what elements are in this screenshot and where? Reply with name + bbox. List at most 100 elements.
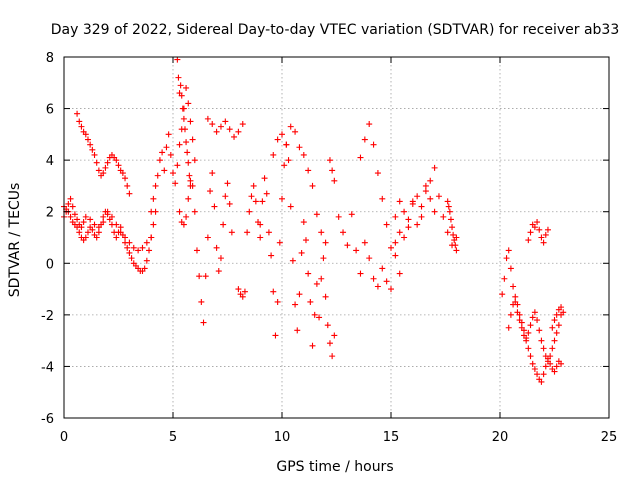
data-point (427, 177, 434, 184)
series-track-o (499, 247, 565, 365)
data-point (553, 311, 560, 318)
data-point (95, 224, 102, 231)
data-point (296, 291, 303, 298)
data-point (366, 121, 373, 128)
data-point (265, 229, 272, 236)
data-point (231, 133, 238, 140)
data-point (186, 172, 193, 179)
y-tick-label: -2 (41, 309, 54, 324)
data-point (505, 324, 512, 331)
data-point (538, 234, 545, 241)
y-tick-label: -4 (41, 360, 54, 375)
data-point (163, 144, 170, 151)
data-point (217, 255, 224, 262)
data-point (558, 360, 565, 367)
data-point (298, 249, 305, 256)
y-tick-label: -6 (41, 412, 54, 427)
data-point (211, 203, 218, 210)
data-point (180, 221, 187, 228)
data-point (220, 221, 227, 228)
data-point (344, 242, 351, 249)
data-point (558, 304, 565, 311)
data-point (529, 314, 536, 321)
data-point (82, 234, 89, 241)
data-point (235, 286, 242, 293)
data-point (183, 213, 190, 220)
data-point (191, 208, 198, 215)
series-track-q (525, 219, 551, 246)
data-point (213, 128, 220, 135)
data-point (257, 234, 264, 241)
data-point (65, 200, 72, 207)
data-point (383, 278, 390, 285)
data-point (331, 332, 338, 339)
chart-title: Day 329 of 2022, Sidereal Day-to-day VTE… (51, 22, 620, 38)
data-point (222, 193, 229, 200)
data-point (113, 157, 120, 164)
data-point (209, 170, 216, 177)
data-point (113, 221, 120, 228)
data-point (102, 164, 109, 171)
data-point (357, 154, 364, 161)
series-track-j (270, 123, 329, 246)
data-point (174, 56, 181, 63)
x-tick-label: 5 (169, 430, 177, 445)
data-point (527, 353, 534, 360)
data-point (67, 195, 74, 202)
data-point (540, 345, 547, 352)
data-point (326, 157, 333, 164)
data-point (270, 288, 277, 295)
data-point (525, 237, 532, 244)
data-point (259, 198, 266, 205)
data-point (283, 141, 290, 148)
data-point (452, 242, 459, 249)
data-point (516, 311, 523, 318)
data-point (544, 226, 551, 233)
data-point (193, 247, 200, 254)
data-point (560, 309, 567, 316)
data-points (61, 56, 567, 385)
data-point (261, 175, 268, 182)
data-point (383, 221, 390, 228)
data-point (139, 244, 146, 251)
data-point (235, 128, 242, 135)
data-point (540, 371, 547, 378)
data-point (150, 195, 157, 202)
data-point (379, 265, 386, 272)
data-point (152, 182, 159, 189)
data-point (538, 337, 545, 344)
data-point (184, 149, 191, 156)
data-point (316, 314, 323, 321)
data-point (529, 360, 536, 367)
data-point (80, 219, 87, 226)
data-point (422, 182, 429, 189)
data-point (143, 257, 150, 264)
data-point (198, 298, 205, 305)
x-tick-label: 25 (601, 430, 618, 445)
data-point (285, 157, 292, 164)
data-point (392, 239, 399, 246)
data-point (89, 146, 96, 153)
data-point (540, 239, 547, 246)
series-track-i (257, 141, 338, 360)
data-point (82, 131, 89, 138)
data-point (148, 208, 155, 215)
data-point (320, 255, 327, 262)
data-point (418, 213, 425, 220)
data-point (444, 229, 451, 236)
data-point (405, 224, 412, 231)
data-point (74, 216, 81, 223)
data-point (309, 182, 316, 189)
data-point (444, 198, 451, 205)
data-point (78, 123, 85, 130)
data-point (104, 208, 111, 215)
data-point (531, 309, 538, 316)
data-point (418, 203, 425, 210)
data-point (392, 252, 399, 259)
data-point (95, 229, 102, 236)
data-point (370, 275, 377, 282)
data-point (329, 353, 336, 360)
x-axis-ticks: 0 5 10 15 20 25 (60, 57, 617, 445)
data-point (361, 136, 368, 143)
data-point (536, 226, 543, 233)
